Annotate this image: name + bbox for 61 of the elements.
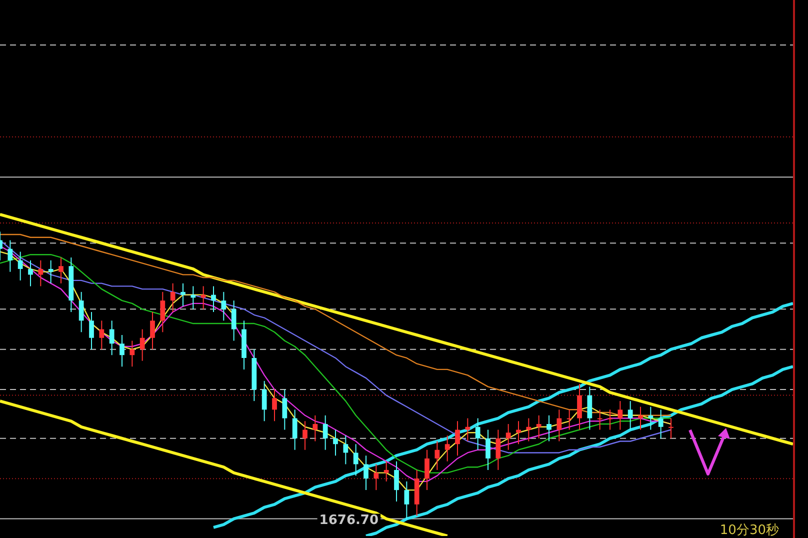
- candlestick: [577, 383, 582, 430]
- candlestick: [587, 386, 592, 430]
- candlestick: [48, 260, 54, 284]
- candlestick: [353, 444, 358, 476]
- candlestick: [648, 406, 654, 430]
- text: 10分30秒: [720, 522, 779, 538]
- candlestick: [597, 409, 602, 430]
- candlestick: [109, 320, 114, 356]
- candlestick: [364, 455, 368, 491]
- candlestick: [608, 409, 612, 430]
- candlestick: [160, 291, 166, 333]
- candlestick: [211, 286, 216, 313]
- candlestick: [536, 414, 542, 439]
- candlestick: [333, 429, 338, 456]
- candlestick: [78, 291, 84, 333]
- candlestick: [343, 435, 348, 465]
- candlestick: [8, 240, 13, 272]
- candlestick: [58, 256, 64, 284]
- candlestick: [658, 409, 664, 439]
- candlestick: [28, 260, 33, 287]
- candlestick: [282, 389, 288, 430]
- annotation: 1676.70: [319, 513, 379, 528]
- candlestick: [302, 420, 308, 450]
- candlestick: [89, 312, 94, 350]
- candlestick: [150, 312, 155, 350]
- candlestick: [475, 418, 480, 450]
- candlestick: [444, 435, 450, 462]
- candlestick: [546, 414, 552, 442]
- candlestick: [404, 480, 410, 520]
- candlestick: [322, 414, 328, 450]
- candlestick: [506, 424, 511, 450]
- candlestick: [618, 400, 623, 430]
- candlestick: [38, 260, 44, 287]
- candlestick: [486, 429, 490, 470]
- candlestick: [292, 409, 298, 450]
- candlestick: [556, 409, 562, 442]
- candlestick: [374, 464, 379, 491]
- candlestick: [434, 440, 440, 470]
- candlestick: [99, 320, 104, 350]
- candlestick: [312, 414, 318, 442]
- candlestick: [465, 418, 470, 442]
- candlestick: [180, 282, 186, 307]
- candlestick: [566, 409, 572, 430]
- candlestick: [384, 460, 389, 482]
- candlestick: [130, 340, 135, 368]
- candlestick: [628, 400, 633, 430]
- candlestick: [231, 300, 236, 342]
- candlestick: [262, 380, 267, 422]
- candlestick: [394, 460, 399, 502]
- candlestick: [140, 328, 145, 362]
- candlestick: [496, 429, 501, 470]
- candlestick: [455, 420, 460, 456]
- candlestick: [170, 282, 176, 313]
- candlestick: [272, 389, 277, 422]
- candlestick: [638, 406, 643, 430]
- candlestick: [18, 251, 23, 281]
- candlestick: [120, 334, 124, 368]
- candlestick: [668, 418, 674, 439]
- candlestick: [221, 291, 226, 322]
- candlestick: [526, 418, 532, 442]
- candlestick: [424, 449, 430, 491]
